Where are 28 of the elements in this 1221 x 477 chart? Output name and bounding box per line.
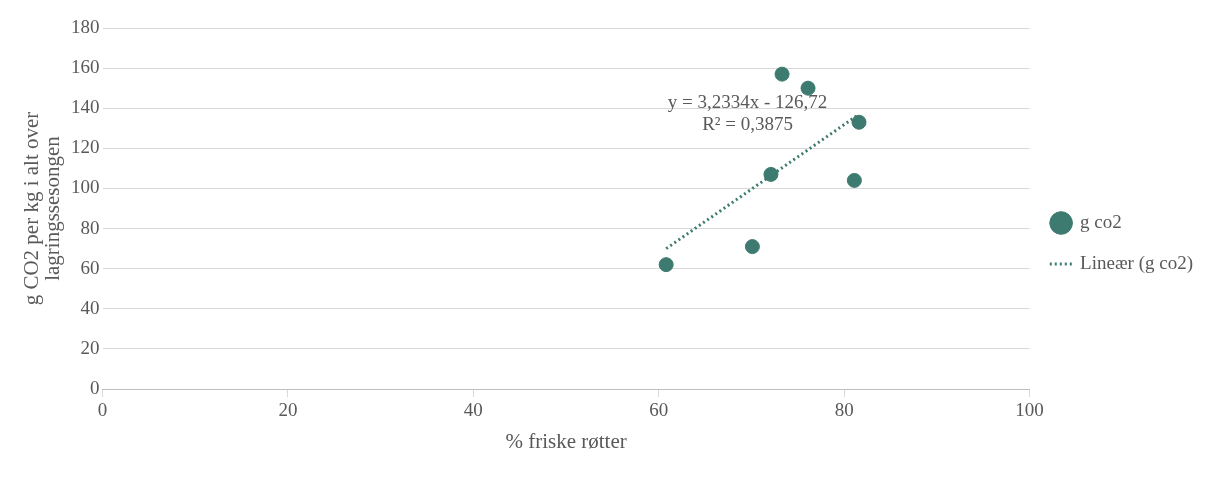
point [774,66,790,82]
point [763,166,779,182]
x-tick-label: 60 [649,399,669,421]
y-tick-label: 0 [90,376,100,398]
point [800,80,816,96]
y-tick-label: 120 [71,136,100,158]
y-axis-title: g CO2 per kg i alt over lagringssesongen [19,111,65,306]
annotation: y = 3,2334x - 126,72 [667,91,828,113]
x-tick-label: 100 [1015,399,1044,421]
y-tick-label: 60 [80,256,100,278]
point [851,114,867,130]
x-axis-title: % friske røtter [505,428,627,453]
point [846,172,862,188]
x-tick-label: 40 [463,399,483,421]
annotation: R² = 0,3875 [702,113,794,135]
point [744,239,760,255]
y-tick-label: 40 [80,296,100,318]
legend-label: Lineær (g co2) [1080,251,1193,274]
x-tick-label: 20 [278,399,298,421]
y-tick-label: 20 [80,336,100,358]
legend-label: g co2 [1080,210,1122,232]
y-tick-label: 140 [71,96,100,118]
y-tick-label: 180 [71,15,100,37]
point [658,257,674,273]
y-tick-label: 80 [80,216,100,238]
y-tick-label: 100 [71,176,100,198]
x-tick-label: 80 [834,399,854,421]
y-tick-label: 160 [71,56,100,78]
